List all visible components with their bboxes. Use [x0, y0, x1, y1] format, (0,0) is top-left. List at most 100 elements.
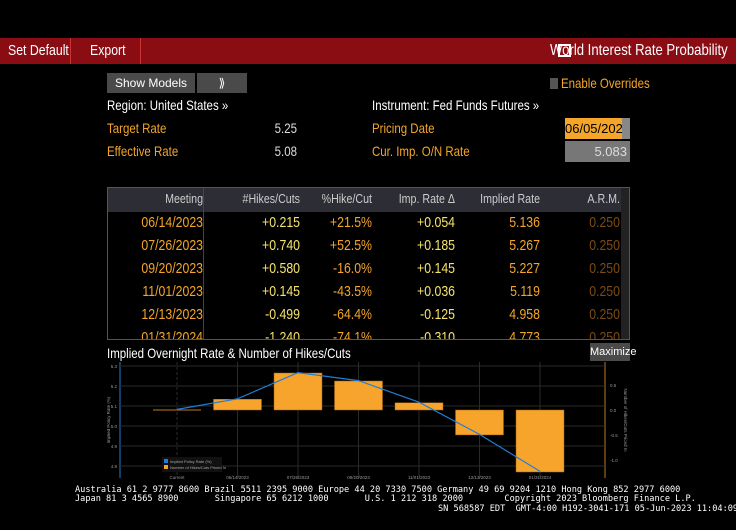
table-cell: -43.5%	[333, 283, 372, 300]
expand-button[interactable]: ⟫	[197, 73, 247, 93]
show-models-button[interactable]: Show Models	[107, 73, 195, 93]
x-tick-label: 09/20/2023	[347, 475, 370, 480]
table-cell: 5.136	[509, 214, 540, 231]
window-title: World Interest Rate Probability	[550, 42, 728, 59]
table-row[interactable]: 06/14/2023 +0.215 +21.5% +0.054 5.136 0.250	[108, 212, 621, 235]
table-cell: 06/14/2023	[141, 214, 203, 231]
table-cell: 0.250	[589, 214, 620, 231]
bar	[213, 399, 262, 411]
table-cell: 4.773	[509, 329, 540, 339]
cur-imp-rate-input[interactable]: 5.083	[565, 141, 630, 162]
table-cell: +0.145	[262, 283, 300, 300]
rate-line	[176, 371, 541, 472]
footer-line-3: SN 568587 EDT GMT-4:00 H192-3041-171 05-…	[438, 503, 736, 514]
enable-overrides-checkbox[interactable]	[550, 78, 558, 89]
table-cell: +0.580	[262, 260, 300, 277]
x-tick-label: 12/13/2023	[468, 475, 491, 480]
table-cell: 11/01/2023	[142, 283, 203, 300]
divider	[70, 38, 71, 64]
table-cell: -0.310	[420, 329, 455, 339]
table-row[interactable]: 12/13/2023 -0.499 -64.4% -0.125 4.958 0.250	[108, 304, 621, 327]
y-tick-label: 4.8	[111, 464, 118, 469]
y-axis-label: Implied Policy Rate (%)	[107, 396, 111, 443]
table-cell: +0.145	[417, 260, 455, 277]
x-tick-label: 11/01/2023	[408, 475, 431, 480]
bar	[515, 409, 565, 473]
table-cell: 0.250	[589, 283, 620, 300]
effective-rate-value: 5.08	[274, 143, 297, 159]
x-tick-label: 07/26/2023	[287, 475, 310, 480]
set-default-button[interactable]: Set Default	[8, 42, 69, 59]
table-cell: 01/31/2024	[141, 329, 203, 339]
table-cell: 07/26/2023	[141, 237, 203, 254]
col-meeting[interactable]: Meeting	[165, 191, 203, 206]
footer-line-1: Australia 61 2 9777 8600 Brazil 5511 239…	[75, 485, 681, 495]
col-pct-hike-cut[interactable]: %Hike/Cut	[321, 191, 372, 206]
y-tick-label: 5.3	[111, 364, 118, 369]
table-cell: +0.054	[417, 214, 455, 231]
y-tick-label: 5.0	[111, 424, 118, 429]
cur-imp-rate-label: Cur. Imp. O/N Rate	[372, 143, 470, 159]
table-row[interactable]: 07/26/2023 +0.740 +52.5% +0.185 5.267 0.250	[108, 235, 621, 258]
legend-swatch-hikes	[164, 465, 168, 469]
table-cell: -64.4%	[333, 306, 372, 323]
bar	[273, 372, 323, 411]
table-cell: 4.958	[509, 306, 540, 323]
table-header: Meeting #Hikes/Cuts %Hike/Cut Imp. Rate …	[108, 188, 629, 212]
table-cell: 5.267	[509, 237, 540, 254]
table-cell: -0.125	[420, 306, 455, 323]
date-picker-spinner[interactable]	[622, 118, 630, 139]
table-cell: +0.215	[262, 214, 300, 231]
table-cell: 0.250	[589, 329, 620, 339]
table-cell: 09/20/2023	[141, 260, 203, 277]
y2-tick-label: 0.5	[610, 383, 617, 388]
table-scrollbar[interactable]	[621, 188, 629, 339]
legend	[162, 457, 222, 472]
table-row[interactable]: 11/01/2023 +0.145 -43.5% +0.036 5.119 0.250	[108, 281, 621, 304]
table-cell: -74.1%	[333, 329, 372, 339]
region-selector[interactable]: Region: United States »	[107, 97, 229, 113]
chart-title: Implied Overnight Rate & Number of Hikes…	[107, 345, 351, 361]
col-arm[interactable]: A.R.M.	[587, 191, 620, 206]
y-tick-label: 4.9	[111, 444, 118, 449]
enable-overrides-label: Enable Overrides	[561, 75, 650, 91]
table-row[interactable]: 01/31/2024 -1.240 -74.1% -0.310 4.773 0.250	[108, 327, 621, 339]
table-cell: +52.5%	[329, 237, 372, 254]
table-cell: 5.227	[509, 260, 540, 277]
pricing-date-input[interactable]: 06/05/2023	[565, 118, 630, 139]
footer-line-2: Japan 81 3 4565 8900 Singapore 65 6212 1…	[75, 494, 696, 505]
rate-chart: 5.3 5.2 5.1 5.0 4.9 4.8 0.5 0.0 -0.5 -1.0 Current 0…	[107, 362, 628, 480]
table-cell: 0.250	[589, 237, 620, 254]
target-rate-value: 5.25	[274, 120, 297, 136]
x-tick-label: 01/31/2024	[529, 475, 552, 480]
x-tick-label: 06/14/2023	[226, 475, 249, 480]
bar	[455, 409, 504, 436]
table-cell: +0.036	[417, 283, 455, 300]
pricing-date-label: Pricing Date	[372, 120, 435, 136]
maximize-button[interactable]: Maximize	[590, 343, 636, 361]
export-button[interactable]: Export	[90, 42, 126, 59]
table-cell: -16.0%	[333, 260, 372, 277]
table-cell: 0.250	[589, 306, 620, 323]
table-body: 06/14/2023 +0.215 +21.5% +0.054 5.136 0.250 07…	[108, 212, 621, 339]
instrument-selector[interactable]: Instrument: Fed Funds Futures »	[372, 97, 540, 113]
table-cell: +0.740	[262, 237, 300, 254]
table-row[interactable]: 09/20/2023 +0.580 -16.0% +0.145 5.227 0.250	[108, 258, 621, 281]
x-tick-label: Current	[169, 475, 185, 480]
legend-swatch-rate	[164, 459, 168, 463]
effective-rate-label: Effective Rate	[107, 143, 179, 159]
external-link-icon[interactable]	[558, 44, 571, 57]
footer: Australia 61 2 9777 8600 Brazil 5511 239…	[75, 485, 736, 514]
col-implied-rate[interactable]: Implied Rate	[480, 191, 540, 206]
bar	[334, 380, 383, 411]
col-hikes-cuts[interactable]: #Hikes/Cuts	[242, 191, 300, 206]
bar	[394, 402, 444, 411]
table-cell: +0.185	[417, 237, 455, 254]
y2-tick-label: 0.0	[610, 408, 617, 413]
legend-label: Number of Hikes/Cuts Priced In	[170, 465, 226, 470]
divider	[140, 38, 141, 64]
col-imp-rate-delta[interactable]: Imp. Rate Δ	[398, 191, 455, 206]
legend-label: Implied Policy Rate (%)	[170, 459, 212, 464]
y-tick-label: 5.2	[111, 384, 118, 389]
table-cell: +21.5%	[329, 214, 372, 231]
